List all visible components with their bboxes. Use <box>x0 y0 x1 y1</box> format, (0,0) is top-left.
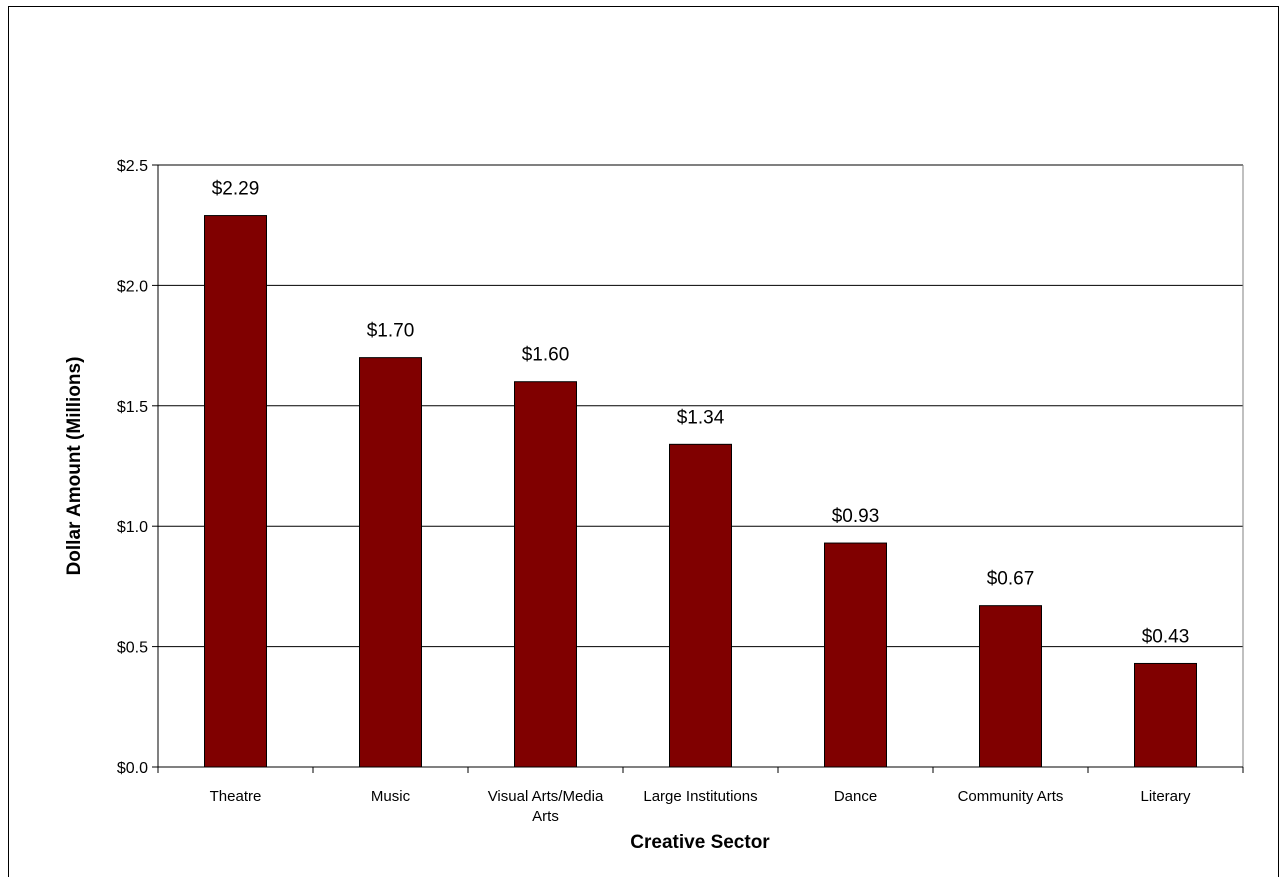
data-label: $1.70 <box>367 321 415 342</box>
x-axis-title: Creative Sector <box>630 832 770 853</box>
y-tick-label: $2.0 <box>117 278 148 295</box>
y-tick-label: $1.5 <box>117 399 148 416</box>
data-label: $0.43 <box>1142 626 1190 647</box>
y-tick-label: $0.0 <box>117 760 148 777</box>
x-tick-label: Visual Arts/Media Arts <box>488 788 604 825</box>
y-axis-title: Dollar Amount (Millions) <box>64 357 85 576</box>
x-tick-label: Theatre <box>210 788 262 805</box>
bar <box>1134 662 1197 768</box>
x-tick-label: Literary <box>1140 788 1191 805</box>
y-tick-label: $1.0 <box>117 519 148 536</box>
y-tick-label: $0.5 <box>117 640 148 657</box>
bar <box>204 215 267 768</box>
y-tick-label: $2.5 <box>117 158 148 175</box>
data-label: $0.67 <box>987 569 1035 590</box>
x-tick-label: Large Institutions <box>643 788 757 805</box>
x-tick-label: Music <box>371 788 411 805</box>
bar <box>824 542 887 768</box>
data-label: $0.93 <box>832 506 880 527</box>
x-tick-label: Dance <box>834 788 877 805</box>
axes <box>152 164 1244 773</box>
bar <box>669 443 732 768</box>
data-label: $1.34 <box>677 407 725 428</box>
bar <box>979 605 1042 768</box>
bar <box>514 381 577 768</box>
bar <box>359 357 422 768</box>
x-tick-label: Community Arts <box>958 788 1064 805</box>
labels: $0.0 $0.5 $1.0 $1.5 $2.0 $2.5 $2.29 Theatre $1.7… <box>117 158 1191 825</box>
data-label: $1.60 <box>522 345 570 366</box>
bars <box>204 215 1197 768</box>
data-label: $2.29 <box>212 179 260 200</box>
